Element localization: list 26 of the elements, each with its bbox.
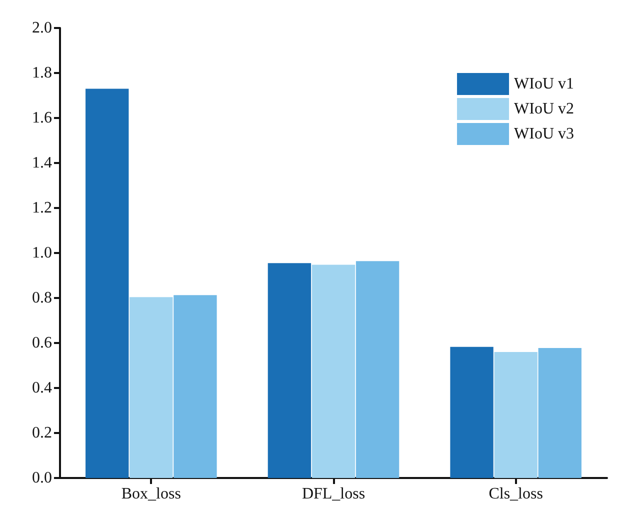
bar [130,297,173,478]
y-tick-label: 0.6 [32,334,52,352]
y-tick-label: 1.8 [32,64,52,82]
y-tick-label: 1.2 [32,200,52,216]
legend-label: WIoU v2 [514,100,574,118]
y-tick-label: 0.8 [32,290,52,306]
y-tick-label: 1.4 [32,154,52,172]
bar [86,88,129,478]
y-tick-label: 0.2 [32,424,52,442]
bar [494,352,538,478]
x-tick-label: Box_loss [121,486,181,502]
x-tick-label: DFL_loss [302,486,366,502]
legend-label: WIoU v3 [514,126,574,142]
y-tick-label: 1.6 [32,110,52,126]
bar [174,295,217,478]
y-tick-label: 2.0 [32,20,52,36]
bar [356,261,400,478]
bar [538,348,582,478]
y-tick-label: 1.0 [32,244,52,262]
y-tick-label: 0.4 [32,380,52,396]
x-tick-label: Cls_loss [488,486,543,502]
bar [312,264,356,478]
legend-label: WIoU v1 [514,76,574,92]
y-tick-label: 0.0 [32,470,52,486]
bar [268,263,312,478]
bar [450,346,494,478]
